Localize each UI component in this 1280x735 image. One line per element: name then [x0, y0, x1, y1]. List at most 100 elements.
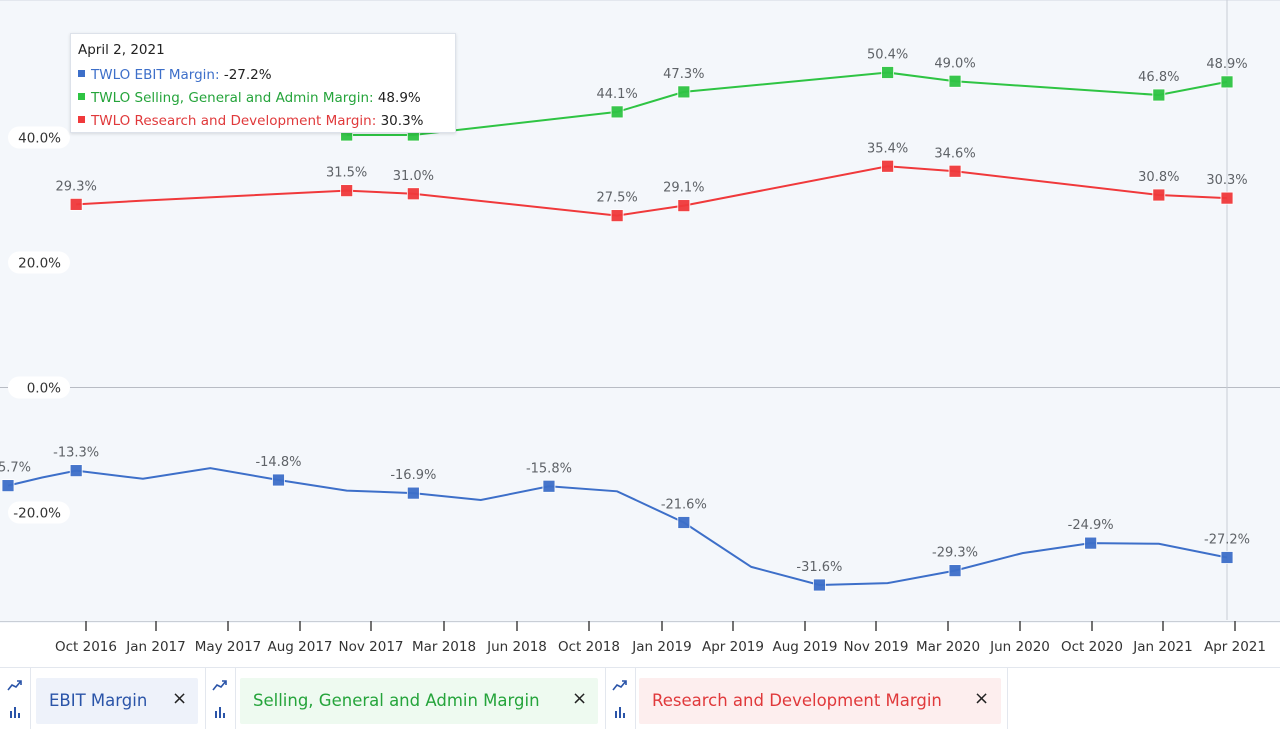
data-label: -21.6% [661, 498, 707, 513]
data-label: 30.3% [1206, 173, 1247, 188]
data-point [1152, 188, 1166, 202]
divider [205, 668, 206, 729]
x-tick-label: Jan 2019 [631, 639, 691, 655]
data-label: 35.4% [867, 141, 908, 156]
series-line-2 [76, 165, 1228, 217]
remove-series-close-icon[interactable]: × [172, 688, 188, 709]
legend-item-rnd-margin[interactable]: Research and Development Margin × [639, 678, 1001, 724]
data-label: 31.5% [326, 166, 367, 181]
data-label: 34.6% [934, 146, 975, 161]
legend-item-ebit-margin[interactable]: EBIT Margin × [36, 678, 198, 724]
line-chart-icon[interactable] [212, 679, 228, 693]
data-point [1220, 191, 1234, 205]
data-label: -13.3% [53, 446, 99, 461]
data-point [948, 564, 962, 578]
chart-type-toggle [0, 668, 31, 729]
legend-group-ebit: EBIT Margin × [0, 668, 205, 729]
x-tick-label: Aug 2017 [267, 639, 332, 655]
y-tick-label-bg [8, 126, 70, 149]
data-label: -29.3% [932, 546, 978, 561]
chart[interactable]: 40.0% 20.0% 0.0% -20.0% Oct 2016 Jan 2017 May … [0, 0, 1280, 660]
data-point [340, 184, 354, 198]
rnd-swatch-icon [78, 116, 85, 123]
remove-series-close-icon[interactable]: × [974, 688, 990, 709]
tooltip-row-sga: TWLO Selling, General and Admin Margin: … [78, 87, 448, 110]
x-tick-label: Jan 2021 [1132, 639, 1192, 655]
tooltip-row-label: TWLO Selling, General and Admin Margin: [91, 90, 374, 106]
data-point [948, 164, 962, 178]
data-point [881, 159, 895, 173]
data-point [69, 464, 83, 478]
bar-chart-icon[interactable] [212, 705, 228, 719]
data-point [1084, 536, 1098, 550]
x-tick-label: Nov 2017 [339, 639, 404, 655]
x-tick-label: Jun 2018 [486, 639, 547, 655]
line-chart-icon[interactable] [7, 679, 23, 693]
x-tick-label: Oct 2020 [1061, 639, 1123, 655]
y-tick-label: 0.0% [27, 381, 61, 397]
data-label: -16.9% [390, 468, 436, 483]
legend-bar: EBIT Margin × Selling, General and Admin… [0, 667, 1280, 735]
data-label: -14.8% [255, 455, 301, 470]
sga-swatch-icon [78, 93, 85, 100]
tooltip-date: April 2, 2021 [78, 42, 165, 58]
bar-chart-icon[interactable] [612, 705, 628, 719]
data-point [677, 85, 691, 99]
x-tick-label: Mar 2020 [916, 639, 980, 655]
tooltip-row-value: 48.9% [377, 90, 421, 106]
y-tick-label-bg [8, 376, 70, 399]
data-point [1, 479, 15, 493]
x-tick-label: Mar 2018 [412, 639, 476, 655]
data-label: -27.2% [1204, 533, 1250, 548]
x-tick-label: Aug 2019 [772, 639, 837, 655]
x-tick-label: Jun 2020 [989, 639, 1050, 655]
data-label: 48.9% [1206, 57, 1247, 72]
data-label: 50.4% [867, 48, 908, 63]
data-label: 27.5% [596, 191, 637, 206]
data-label: -15.7% [0, 461, 31, 476]
tooltip-row-rnd: TWLO Research and Development Margin: 30… [78, 110, 448, 133]
data-label: -24.9% [1068, 518, 1114, 533]
y-tick-label-bg [8, 501, 70, 524]
y-tick-label-bg [8, 251, 70, 274]
data-label: 44.1% [596, 87, 637, 102]
series-line-0 [7, 467, 1228, 587]
remove-series-close-icon[interactable]: × [572, 688, 588, 709]
legend-label: EBIT Margin [49, 691, 148, 710]
tooltip-row-ebit: TWLO EBIT Margin: -27.2% [78, 64, 448, 87]
legend-group-sga: Selling, General and Admin Margin × [205, 668, 605, 729]
tooltip-row-value: 30.3% [380, 113, 424, 129]
series-line-1 [346, 71, 1228, 136]
chart-type-toggle [605, 668, 636, 729]
data-point [406, 486, 420, 500]
data-point [610, 105, 624, 119]
line-chart-icon[interactable] [612, 679, 628, 693]
data-point [813, 578, 826, 592]
legend-item-sga-margin[interactable]: Selling, General and Admin Margin × [240, 678, 598, 724]
data-label: 31.0% [393, 169, 434, 184]
y-tick-label: 40.0% [18, 131, 61, 147]
x-tick-label: Apr 2021 [1204, 639, 1266, 655]
data-label: 29.3% [56, 179, 97, 194]
tooltip-row-label: TWLO Research and Development Margin: [91, 113, 377, 129]
chart-type-toggle [205, 668, 236, 729]
data-point [272, 473, 285, 487]
data-point [677, 199, 691, 213]
legend-label: Selling, General and Admin Margin [253, 691, 540, 710]
legend-group-rnd: Research and Development Margin × [605, 668, 1007, 729]
data-label: 30.8% [1138, 170, 1179, 185]
data-label: 47.3% [663, 67, 704, 82]
data-label: -15.8% [526, 461, 572, 476]
bar-chart-icon[interactable] [7, 705, 23, 719]
data-label: 49.0% [934, 56, 975, 71]
x-tick-label: Oct 2018 [558, 639, 620, 655]
hover-tooltip: April 2, 2021 TWLO EBIT Margin: -27.2% T… [70, 33, 456, 133]
data-point [542, 479, 556, 493]
x-tick-label: Jan 2017 [125, 639, 185, 655]
divider [1007, 668, 1008, 729]
y-tick-label: 20.0% [18, 256, 61, 272]
data-label: 46.8% [1138, 70, 1179, 85]
tooltip-row-label: TWLO EBIT Margin: [91, 67, 220, 83]
data-point [881, 66, 895, 79]
x-tick-label: Apr 2019 [702, 639, 764, 655]
